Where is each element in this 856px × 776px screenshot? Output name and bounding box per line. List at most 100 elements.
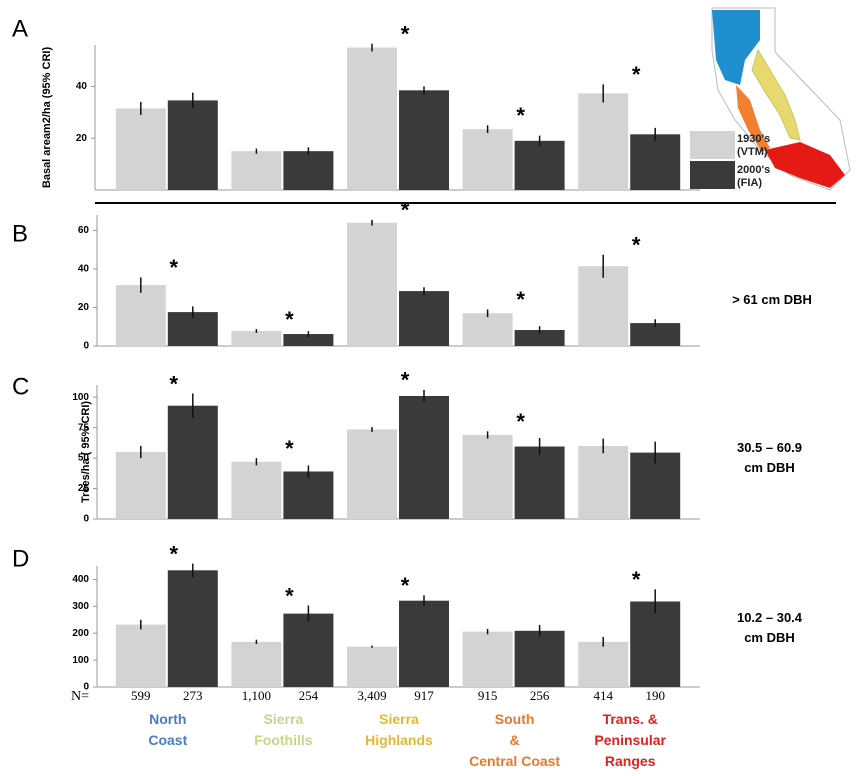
y-tick-label: 75 [78,422,90,433]
bar [514,140,565,190]
bar [347,222,397,346]
panel-letter: D [12,545,29,572]
significance-mark: * [285,436,294,461]
n-label: N= [71,689,89,704]
legend-swatch [690,161,735,189]
map [711,7,851,191]
panel-letter: A [12,15,28,42]
y-axis-label: Trees/ha ( 95% CRI) [80,401,92,503]
category-label: Sierra Foothills [254,711,313,748]
y-tick-label: 0 [83,341,89,352]
bar [115,285,166,346]
significance-mark: * [632,62,641,87]
bar [167,570,218,687]
bar [462,631,513,687]
n-count: 256 [530,688,550,703]
y-tick-label: 60 [78,225,90,236]
n-count: 190 [645,688,665,703]
side-label: 10.2 – 30.4 cm DBH [736,610,803,645]
bar [578,445,629,519]
y-tick-label: 0 [83,682,89,693]
y-tick-label: 40 [76,81,88,92]
significance-mark: * [516,103,525,128]
bar [399,291,449,346]
category-line: North [149,711,186,727]
bar [514,446,565,519]
bar [578,266,629,346]
y-tick-label: 100 [72,392,89,403]
significance-mark: * [632,567,641,592]
category-line: Sierra [264,711,304,727]
significance-mark: * [401,22,410,47]
bar [399,395,449,519]
n-count: 917 [414,688,434,703]
significance-mark: * [516,409,525,434]
panel-letter: C [12,373,29,400]
category-line: & [510,732,520,748]
category-label: Trans. & Peninsular Ranges [594,711,666,769]
y-tick-label: 300 [72,601,89,612]
y-tick-label: 100 [72,655,89,666]
bar [283,613,334,687]
bar [462,434,513,519]
bar [347,429,397,519]
bar [167,100,218,190]
bar [283,151,334,190]
bar [578,641,629,687]
bar [283,471,334,519]
n-count: 414 [593,688,613,703]
category-line: Coast [148,732,187,748]
category-line: Peninsular [594,732,666,748]
bar [514,630,565,687]
significance-mark: * [285,307,294,332]
bar [514,330,565,346]
bar [462,313,513,346]
y-tick-label: 0 [83,514,89,525]
category-line: Sierra [379,711,419,727]
significance-mark: * [401,198,410,223]
bar [167,405,218,519]
bar [630,134,681,190]
significance-mark: * [170,255,179,280]
bar [231,151,282,190]
bar [283,334,334,346]
side-label: 30.5 – 60.9 cm DBH [736,440,803,475]
category-label: Sierra Highlands [365,711,433,748]
bar [231,461,282,519]
bar [347,47,397,190]
n-count: 915 [478,688,498,703]
bar [399,90,449,190]
significance-mark: * [401,573,410,598]
bar [630,452,681,519]
bar [630,601,681,687]
category-label: North Coast [148,711,187,748]
significance-mark: * [170,541,179,566]
bar [630,323,681,346]
category-line: Ranges [605,753,656,769]
bar [115,108,166,190]
significance-mark: * [632,232,641,257]
category-line: Trans. & [603,711,658,727]
n-count: 273 [183,688,203,703]
bar [115,624,166,687]
legend-label: 2000's (FIA) [737,164,771,189]
significance-mark: * [170,371,179,396]
n-count: 3,409 [357,688,386,703]
y-tick-label: 400 [72,574,89,585]
y-tick-label: 20 [76,133,88,144]
n-count: 1,100 [242,688,271,703]
category-line: South [495,711,535,727]
bar [231,330,282,346]
category-line: Foothills [254,732,313,748]
significance-mark: * [401,368,410,393]
y-tick-label: 50 [78,453,90,464]
y-tick-label: 25 [78,483,90,494]
n-count: 599 [131,688,151,703]
side-label: > 61 cm DBH [732,292,812,307]
panel-letter: B [12,220,28,247]
bar [347,646,397,687]
legend-swatch [690,131,735,159]
bar [578,93,629,190]
